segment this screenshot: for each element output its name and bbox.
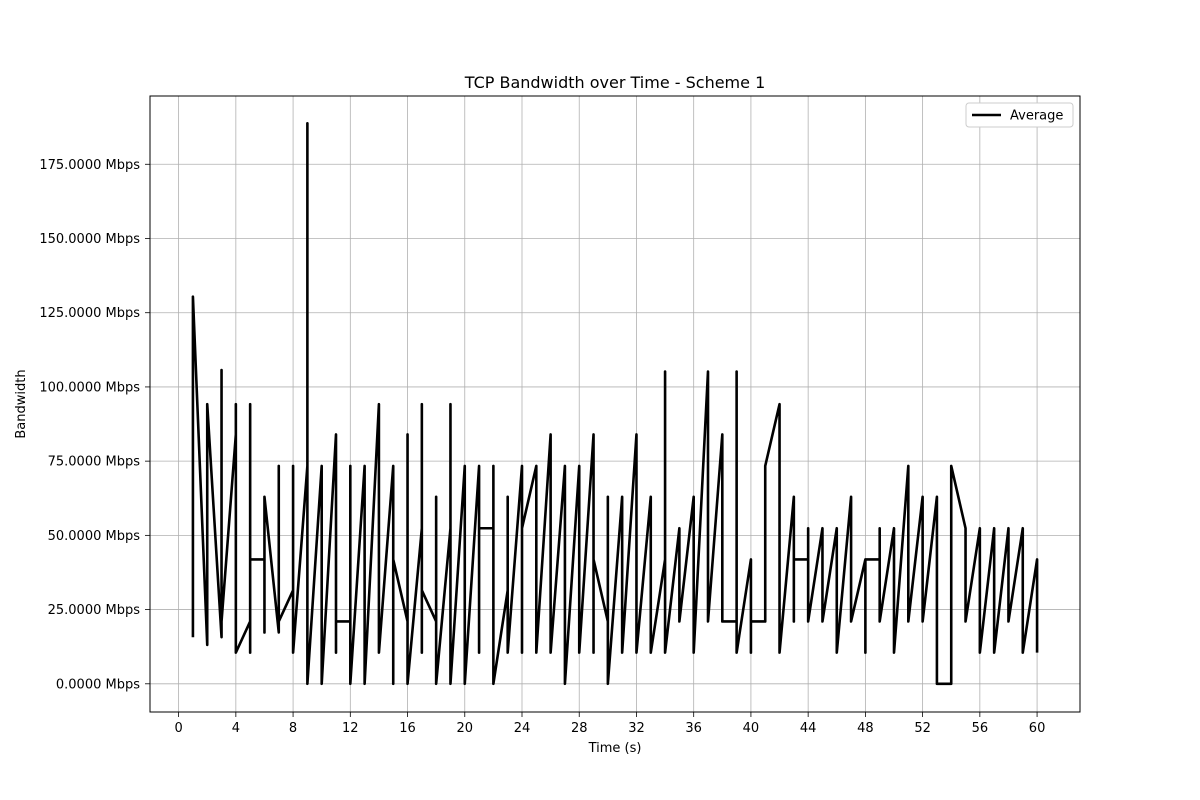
x-tick-label: 28 <box>571 721 588 736</box>
series-layer <box>191 122 1039 686</box>
x-tick-label: 40 <box>743 721 760 736</box>
y-tick-label: 125.0000 Mbps <box>39 306 140 321</box>
x-tick-label: 44 <box>800 721 817 736</box>
x-tick-label: 16 <box>399 721 416 736</box>
y-tick-label: 25.0000 Mbps <box>48 603 141 618</box>
y-tick-label: 75.0000 Mbps <box>48 455 141 470</box>
x-tick-label: 12 <box>342 721 359 736</box>
y-tick-label: 100.0000 Mbps <box>39 380 140 395</box>
chart-title: TCP Bandwidth over Time - Scheme 1 <box>464 73 766 92</box>
x-tick-label: 48 <box>857 721 874 736</box>
x-tick-label: 56 <box>972 721 989 736</box>
x-tick-label: 0 <box>174 721 182 736</box>
y-tick-label: 0.0000 Mbps <box>56 677 140 692</box>
series-line-average <box>191 122 1039 686</box>
x-tick-label: 8 <box>289 721 297 736</box>
legend-label-average: Average <box>1010 109 1063 124</box>
x-axis-ticks: 0 4 8 12 16 20 24 28 32 36 40 44 48 52 56 60 <box>174 712 1045 736</box>
y-tick-label: 50.0000 Mbps <box>48 529 141 544</box>
x-tick-label: 52 <box>914 721 931 736</box>
x-axis-label: Time (s) <box>588 741 642 756</box>
x-tick-label: 24 <box>514 721 531 736</box>
x-tick-label: 20 <box>456 721 473 736</box>
y-axis-ticks: 0.0000 Mbps 25.0000 Mbps 50.0000 Mbps 75.00… <box>39 158 150 692</box>
y-tick-label: 175.0000 Mbps <box>39 158 140 173</box>
y-axis-label: Bandwidth <box>14 369 29 438</box>
legend: Average <box>965 102 1074 128</box>
legend-box <box>965 102 1074 128</box>
x-tick-label: 36 <box>685 721 702 736</box>
x-tick-label: 32 <box>628 721 645 736</box>
x-tick-label: 60 <box>1029 721 1046 736</box>
y-tick-label: 150.0000 Mbps <box>39 232 140 247</box>
plot-frame <box>149 95 1081 713</box>
x-tick-label: 4 <box>232 721 240 736</box>
